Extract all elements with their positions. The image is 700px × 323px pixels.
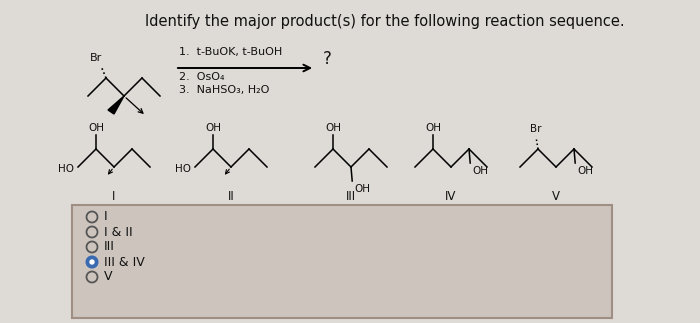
Text: III & IV: III & IV — [104, 255, 145, 268]
Text: V: V — [104, 270, 113, 284]
Text: 1.  t-BuOK, t-BuOH: 1. t-BuOK, t-BuOH — [179, 47, 282, 57]
Circle shape — [87, 256, 97, 267]
Text: Br: Br — [90, 53, 102, 63]
Text: HO: HO — [175, 164, 191, 174]
Text: I & II: I & II — [104, 225, 132, 238]
Text: IV: IV — [445, 190, 456, 203]
Text: OH: OH — [354, 184, 370, 194]
Circle shape — [90, 260, 94, 264]
Text: Br: Br — [531, 124, 542, 134]
Text: OH: OH — [425, 123, 441, 133]
Polygon shape — [108, 96, 124, 114]
Text: III: III — [104, 241, 115, 254]
Text: 2.  OsO₄: 2. OsO₄ — [179, 72, 225, 82]
Text: 3.  NaHSO₃, H₂O: 3. NaHSO₃, H₂O — [179, 85, 270, 95]
Text: I: I — [104, 211, 108, 224]
Text: OH: OH — [205, 123, 221, 133]
Text: Identify the major product(s) for the following reaction sequence.: Identify the major product(s) for the fo… — [145, 14, 625, 29]
Text: HO: HO — [58, 164, 74, 174]
Text: OH: OH — [88, 123, 104, 133]
Text: I: I — [112, 190, 116, 203]
Text: OH: OH — [578, 166, 593, 176]
Text: OH: OH — [325, 123, 341, 133]
Text: III: III — [346, 190, 356, 203]
Text: ?: ? — [323, 50, 332, 68]
FancyBboxPatch shape — [72, 205, 612, 318]
Text: II: II — [228, 190, 234, 203]
Text: V: V — [552, 190, 560, 203]
Text: OH: OH — [473, 166, 488, 176]
